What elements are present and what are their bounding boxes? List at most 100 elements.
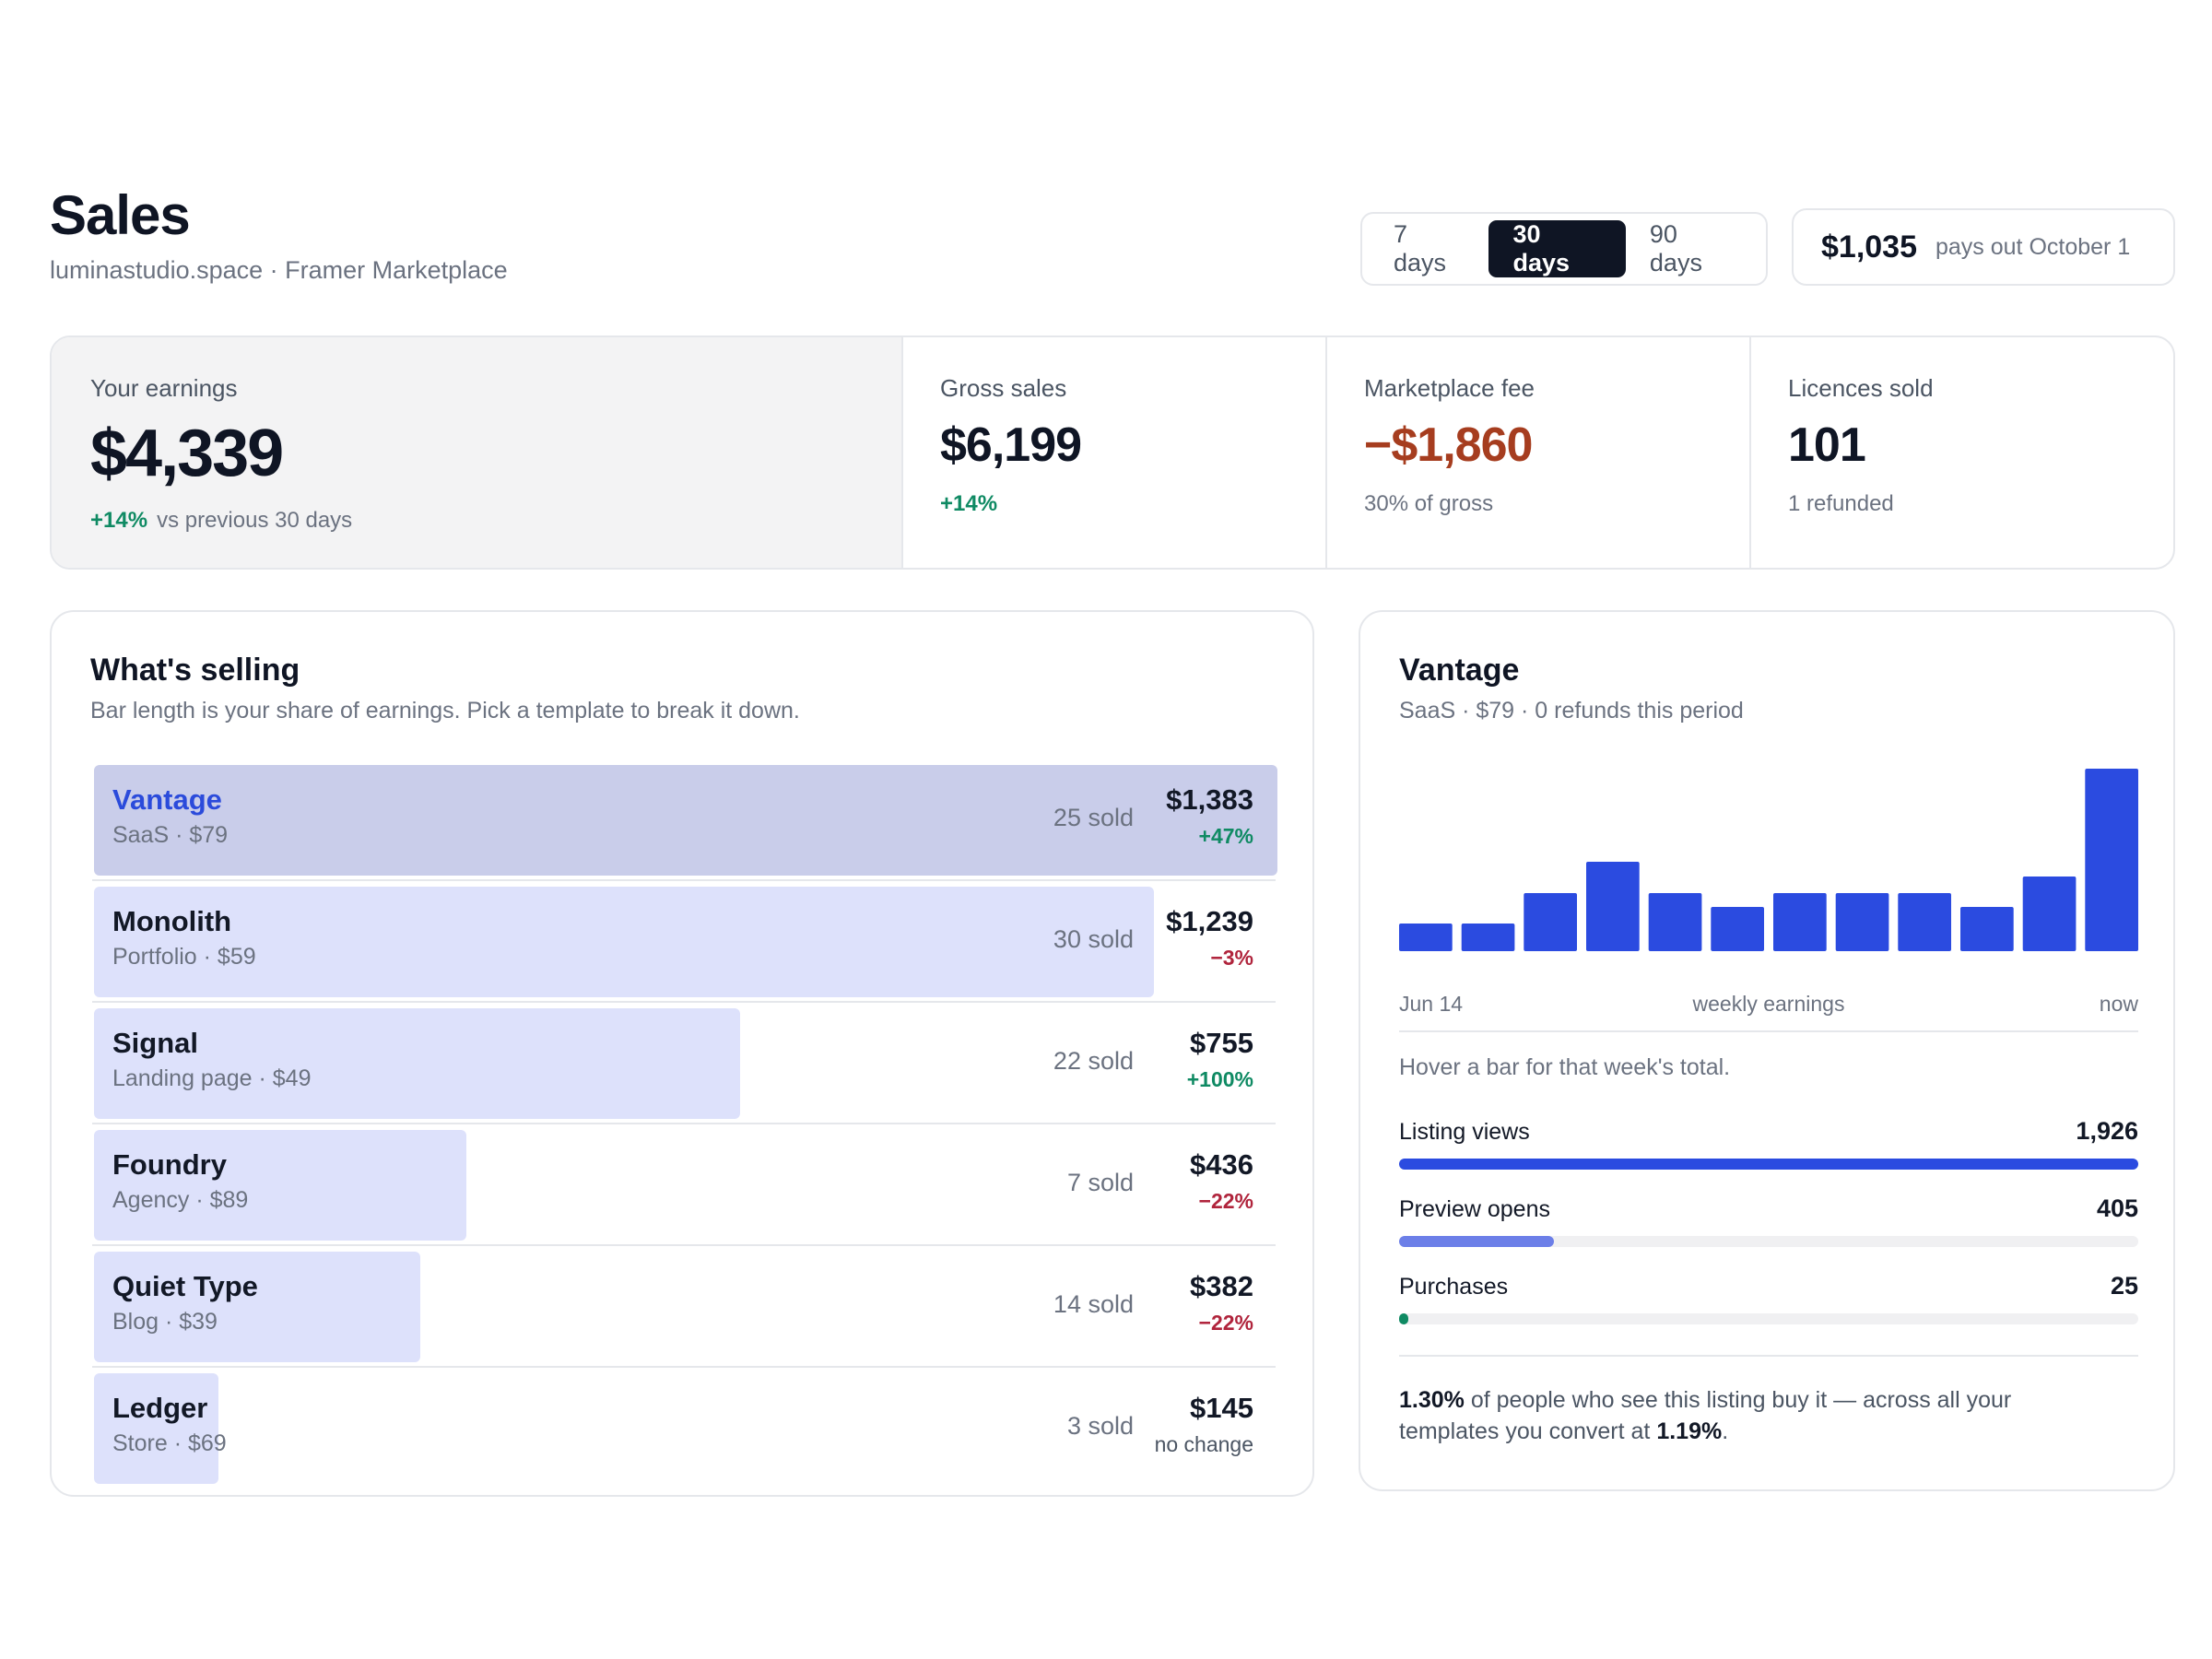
week-bar-11[interactable] [2022,877,2077,951]
funnel-fill [1399,1236,1555,1247]
template-earnings: $755 [1190,1027,1253,1059]
sold-count: 14 sold [1053,1290,1134,1318]
week-bar-7[interactable] [1773,893,1827,951]
stat-note: vs previous 30 days [157,508,353,533]
funnel-fill [1399,1313,1409,1324]
template-earnings: $1,383 [1166,783,1253,816]
divider [1399,1355,2138,1357]
stat-note: 30% of gross [1364,491,1494,516]
template-row-ledger[interactable]: Ledger Store · $69 3 sold $145 no change [92,1368,1276,1489]
template-list: Vantage SaaS · $79 25 sold $1,383 +47% Monoli… [92,759,1277,1489]
funnel-listing-views: Listing views 1,926 [1399,1117,2138,1170]
week-bar-9[interactable] [1898,893,1951,951]
sold-count: 3 sold [1066,1412,1134,1440]
week-bar-5[interactable] [1648,893,1702,951]
card-header: Vantage SaaS · $79 · 0 refunds this peri… [1399,653,1744,724]
week-bar-4[interactable] [1586,862,1640,951]
funnel-track [1399,1236,2138,1247]
page-subtitle: luminastudio.space · Framer Marketplace [50,256,508,284]
template-meta: Portfolio · $59 [112,944,256,970]
template-row-quiet-type[interactable]: Quiet Type Blog · $39 14 sold $382 −22% [92,1246,1276,1368]
template-row-vantage[interactable]: Vantage SaaS · $79 25 sold $1,383 +47% [92,759,1277,881]
stat-foot: +14% [940,491,1325,517]
range-90-days[interactable]: 90 days [1649,220,1702,276]
payout-summary: $1,035 pays out October 1 [1792,208,2175,286]
stat-label: Gross sales [940,374,1067,402]
date-range-toggle: 7 days 30 days 90 days [1360,212,1768,286]
funnel-value: 405 [2096,1194,2138,1222]
conversion-rate: 1.30% [1399,1387,1465,1413]
divider [1399,1030,2138,1032]
conversion-text: of people who see this listing buy it — … [1399,1387,2012,1444]
card-header: What's selling Bar length is your share … [90,653,800,724]
earnings-change: −22% [1198,1189,1253,1213]
earnings-change: −3% [1210,946,1253,970]
stat-earnings: Your earnings $4,339 +14% vs previous 30 … [52,337,901,568]
template-row-signal[interactable]: Signal Landing page · $49 22 sold $755 +100% [92,1003,1276,1124]
card-title: What's selling [90,653,300,688]
funnel-value: 25 [2110,1272,2138,1300]
template-earnings: $145 [1190,1392,1253,1424]
stat-change: +14% [940,491,998,516]
template-name: Monolith [112,905,232,937]
earnings-share-bar [94,1008,740,1119]
conversion-text-end: . [1722,1418,1729,1444]
template-row-monolith[interactable]: Monolith Portfolio · $59 30 sold $1,239 −3% [92,881,1276,1003]
template-meta: Blog · $39 [112,1309,218,1335]
sold-count: 7 sold [1066,1169,1134,1196]
stat-gross-sales: Gross sales $6,199 +14% [901,337,1325,568]
conversion-summary: 1.30% of people who see this listing buy… [1399,1384,2100,1447]
card-subtitle: Bar length is your share of earnings. Pi… [90,698,800,724]
earnings-share-bar [94,1130,466,1241]
axis-title: weekly earnings [1692,992,1845,1016]
stat-value: −$1,860 [1364,418,1533,472]
week-bar-10[interactable] [1960,907,2014,951]
funnel-label: Purchases [1399,1274,1509,1300]
page-header: Sales luminastudio.space · Framer Market… [50,182,508,285]
template-name: Quiet Type [112,1270,258,1302]
stat-label: Licences sold [1788,374,1934,402]
stat-licences-sold: Licences sold 101 1 refunded [1749,337,2173,568]
whats-selling-card: What's selling Bar length is your share … [50,610,1314,1497]
stat-marketplace-fee: Marketplace fee −$1,860 30% of gross [1325,337,1749,568]
funnel-track [1399,1159,2138,1170]
template-meta: SaaS · $79 [112,822,229,848]
axis-end-label: now [2099,992,2138,1016]
week-bar-6[interactable] [1711,907,1764,951]
stat-label: Marketplace fee [1364,374,1535,402]
template-meta: Store · $69 [112,1430,227,1456]
template-name: Ledger [112,1392,208,1424]
template-name: Foundry [112,1148,227,1181]
week-bar-8[interactable] [1835,893,1889,951]
earnings-change: no change [1154,1432,1253,1456]
card-subtitle: SaaS · $79 · 0 refunds this period [1399,698,1744,724]
stat-value: $4,339 [90,417,284,490]
payout-note: pays out October 1 [1936,233,2131,260]
earnings-share-bar [94,887,1154,997]
sold-count: 22 sold [1053,1047,1134,1075]
template-detail-card: Vantage SaaS · $79 · 0 refunds this peri… [1359,610,2175,1491]
week-bar-3[interactable] [1524,893,1577,951]
template-row-foundry[interactable]: Foundry Agency · $89 7 sold $436 −22% [92,1124,1276,1246]
template-meta: Landing page · $49 [112,1065,312,1091]
stat-value: $6,199 [940,418,1082,472]
funnel-value: 1,926 [2076,1117,2138,1145]
weekly-earnings-chart [1399,769,2138,951]
earnings-share-bar [94,765,1277,876]
week-bar-12[interactable] [2085,769,2138,951]
week-bar-1[interactable] [1399,924,1453,951]
range-7-days[interactable]: 7 days [1394,220,1447,276]
template-meta: Agency · $89 [112,1187,249,1213]
range-30-days[interactable]: 30 days [1488,220,1626,277]
template-earnings: $436 [1190,1148,1253,1181]
funnel-preview-opens: Preview opens 405 [1399,1194,2138,1247]
chart-axis: Jun 14 weekly earnings now [1399,992,2138,1019]
overall-conversion-rate: 1.19% [1656,1418,1723,1444]
stat-note: 1 refunded [1788,491,1894,516]
funnel-track [1399,1313,2138,1324]
template-name: Vantage [112,783,222,816]
template-earnings: $382 [1190,1270,1253,1302]
page-title: Sales [50,184,191,246]
week-bar-2[interactable] [1461,924,1515,951]
stat-value: 101 [1788,418,1866,472]
